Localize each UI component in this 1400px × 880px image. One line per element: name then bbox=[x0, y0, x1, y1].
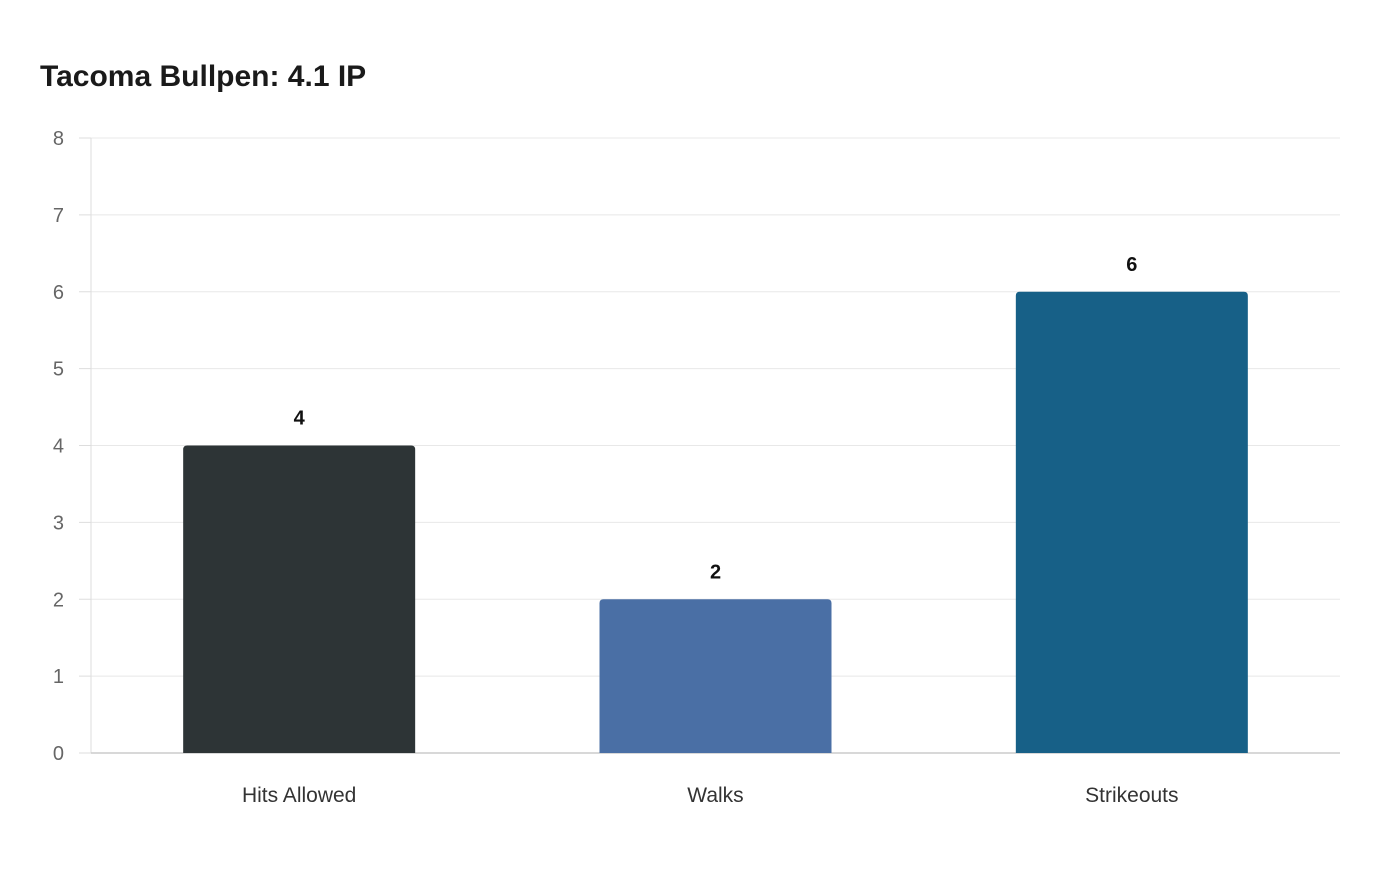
y-tick-label: 1 bbox=[53, 666, 64, 688]
y-tick-label: 0 bbox=[53, 743, 64, 765]
y-tick-label: 3 bbox=[53, 512, 64, 534]
bar-strikeouts bbox=[1015, 291, 1248, 753]
bar-walks bbox=[599, 599, 832, 753]
x-tick-label: Strikeouts bbox=[1085, 784, 1178, 807]
data-label: 4 bbox=[294, 408, 306, 430]
y-tick-label: 8 bbox=[53, 128, 64, 150]
data-label: 6 bbox=[1126, 254, 1137, 276]
y-tick-label: 4 bbox=[53, 436, 64, 458]
chart-title: Tacoma Bullpen: 4.1 IP bbox=[40, 60, 367, 93]
bar-hits-allowed bbox=[183, 445, 416, 753]
x-tick-label: Walks bbox=[687, 784, 743, 807]
x-tick-label: Hits Allowed bbox=[242, 784, 356, 807]
y-tick-label: 7 bbox=[53, 205, 64, 227]
y-tick-label: 6 bbox=[53, 282, 64, 304]
y-tick-label: 5 bbox=[53, 359, 64, 381]
y-tick-label: 2 bbox=[53, 589, 64, 611]
data-label: 2 bbox=[710, 561, 721, 583]
